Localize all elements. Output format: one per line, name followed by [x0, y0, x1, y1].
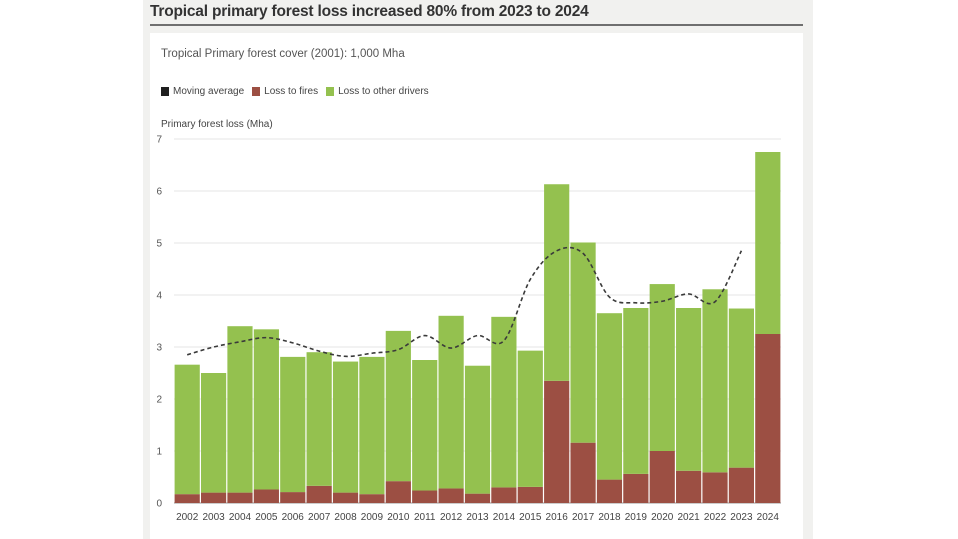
bar-fires — [702, 472, 728, 503]
legend-swatch-fires — [252, 86, 261, 96]
bar-other-drivers — [676, 308, 702, 471]
bar-fires — [544, 380, 570, 503]
x-tick-label: 2015 — [519, 512, 542, 523]
x-tick-label: 2024 — [757, 512, 780, 523]
y-tick-label: 2 — [156, 395, 162, 406]
bar-fires — [438, 488, 464, 503]
bar-other-drivers — [359, 356, 385, 495]
x-tick-label: 2007 — [308, 512, 331, 523]
x-tick-label: 2018 — [598, 512, 621, 523]
legend-label-moving-average: Moving average — [173, 85, 245, 97]
bar-other-drivers — [174, 364, 200, 495]
x-tick-label: 2009 — [361, 512, 384, 523]
bar-other-drivers — [385, 330, 411, 482]
x-tick-label: 2012 — [440, 512, 463, 523]
bar-fires — [306, 485, 332, 503]
y-tick-label: 1 — [156, 447, 162, 458]
moving-average-line — [186, 246, 743, 358]
x-tick-label: 2004 — [229, 512, 252, 523]
y-tick-label: 4 — [156, 291, 162, 302]
legend-item-moving-average: Moving average — [161, 86, 244, 97]
x-tick-label: 2022 — [704, 512, 727, 523]
bar-fires — [280, 492, 306, 503]
bar-other-drivers — [728, 308, 755, 468]
bar-other-drivers — [570, 242, 596, 443]
bar-fires — [596, 479, 623, 503]
bar-other-drivers — [280, 356, 306, 493]
bar-fires — [253, 489, 279, 503]
bar-fires — [728, 467, 755, 503]
x-tick-label: 2023 — [730, 512, 753, 523]
x-tick-label: 2016 — [546, 512, 569, 523]
bar-fires — [359, 494, 385, 503]
bar-other-drivers — [596, 313, 623, 480]
bar-fires — [517, 486, 543, 503]
legend-swatch-other-drivers — [326, 86, 335, 96]
y-tick-label: 5 — [156, 239, 162, 250]
y-axis-label: Primary forest loss (Mha) — [161, 119, 273, 130]
chart-subtitle: Tropical Primary forest cover (2001): 1,… — [161, 48, 405, 60]
legend-item-other-drivers: Loss to other drivers — [326, 86, 429, 97]
bar-other-drivers — [332, 361, 359, 493]
bar-fires — [200, 492, 227, 503]
x-tick-label: 2021 — [678, 512, 701, 523]
headline-divider — [150, 24, 803, 26]
bar-other-drivers — [755, 152, 781, 334]
x-tick-label: 2006 — [282, 512, 305, 523]
bar-fires — [385, 481, 411, 503]
bar-other-drivers — [544, 184, 570, 381]
bar-fires — [174, 494, 200, 503]
bar-fires — [227, 492, 253, 503]
bar-other-drivers — [253, 329, 279, 490]
bar-other-drivers — [227, 326, 253, 493]
y-tick-label: 0 — [156, 499, 162, 510]
legend-item-fires: Loss to fires — [252, 86, 318, 97]
x-tick-label: 2008 — [334, 512, 357, 523]
chart-legend: Moving average Loss to fires Loss to oth… — [161, 84, 437, 98]
bar-other-drivers — [200, 373, 227, 493]
x-tick-label: 2014 — [493, 512, 516, 523]
bar-other-drivers — [649, 284, 675, 451]
x-tick-label: 2003 — [202, 512, 225, 523]
x-tick-label: 2005 — [255, 512, 278, 523]
bar-fires — [755, 334, 781, 503]
bar-fires — [464, 493, 491, 503]
bar-other-drivers — [702, 289, 728, 473]
bar-fires — [412, 490, 438, 503]
x-tick-label: 2002 — [176, 512, 199, 523]
bar-fires — [491, 487, 517, 503]
x-tick-label: 2011 — [414, 512, 436, 523]
x-tick-label: 2017 — [572, 512, 595, 523]
x-tick-label: 2013 — [466, 512, 489, 523]
y-tick-label: 7 — [156, 135, 162, 146]
figure-headline: Tropical primary forest loss increased 8… — [150, 3, 589, 20]
y-tick-label: 3 — [156, 343, 162, 354]
x-tick-label: 2019 — [625, 512, 648, 523]
bar-fires — [332, 492, 359, 503]
bar-other-drivers — [306, 352, 332, 486]
y-tick-label: 6 — [156, 187, 162, 198]
x-tick-label: 2010 — [387, 512, 410, 523]
bar-other-drivers — [438, 315, 464, 489]
legend-swatch-moving-average — [161, 86, 169, 96]
bar-other-drivers — [623, 308, 649, 474]
bar-fires — [649, 451, 675, 503]
bar-other-drivers — [517, 350, 543, 487]
legend-label-fires: Loss to fires — [264, 85, 319, 97]
legend-label-other-drivers: Loss to other drivers — [338, 85, 429, 97]
bar-other-drivers — [412, 360, 438, 491]
bar-fires — [623, 473, 649, 503]
x-tick-label: 2020 — [651, 512, 674, 523]
bar-fires — [676, 470, 702, 503]
bar-fires — [570, 442, 596, 503]
bar-other-drivers — [464, 365, 491, 494]
bar-other-drivers — [491, 316, 517, 488]
